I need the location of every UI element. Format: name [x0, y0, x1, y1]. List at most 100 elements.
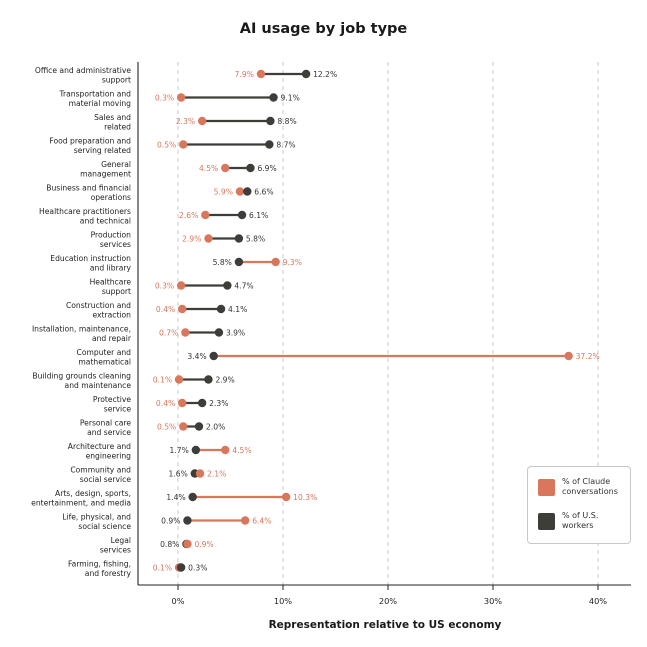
claude-value-label: 2.9%: [182, 234, 201, 243]
claude-value-label: 0.5%: [157, 422, 176, 431]
claude-dot: [174, 375, 184, 384]
claude-dot: [181, 328, 190, 337]
claude-dot: [178, 398, 187, 408]
category-label: Business and financial operations: [46, 184, 131, 203]
legend-label-claude: % of Claude conversations: [562, 477, 618, 496]
claude-dot: [197, 116, 207, 126]
worker-value-label: 3.9%: [226, 328, 245, 337]
claude-value-label: 9.3%: [283, 258, 302, 267]
claude-dot: [179, 140, 188, 149]
worker-dot: [176, 563, 186, 572]
worker-dot: [237, 210, 247, 220]
worker-value-label: 6.6%: [254, 187, 273, 196]
claude-dot: [176, 281, 186, 290]
worker-dot: [243, 187, 252, 196]
worker-value-label: 4.7%: [234, 281, 253, 290]
legend-item-claude: % of Claude conversations: [538, 477, 622, 497]
worker-dot: [223, 281, 232, 290]
worker-value-label: 5.8%: [246, 234, 265, 243]
worker-dot: [265, 140, 274, 149]
claude-value-label: 10.3%: [293, 493, 317, 502]
x-tick-label: 20%: [379, 596, 397, 606]
worker-value-label: 3.4%: [187, 352, 206, 361]
worker-value-label: 5.8%: [213, 258, 232, 267]
category-label: Farming, fishing, and forestry: [68, 560, 131, 579]
worker-dot: [234, 257, 244, 267]
claude-dot: [176, 93, 186, 102]
claude-value-label: 2.3%: [176, 117, 195, 126]
claude-value-label: 0.7%: [159, 328, 178, 337]
claude-value-label: 0.4%: [156, 399, 175, 408]
category-label: Education instruction and library: [50, 254, 131, 273]
category-label: Protective service: [93, 395, 131, 414]
worker-dot: [266, 116, 275, 126]
worker-value-label: 12.2%: [313, 70, 337, 79]
x-tick-label: 10%: [274, 596, 292, 606]
category-label: Life, physical, and social science: [62, 513, 131, 532]
worker-value-label: 8.8%: [277, 117, 296, 126]
worker-value-label: 1.4%: [166, 493, 185, 502]
claude-value-label: 6.4%: [252, 516, 271, 525]
worker-dot: [246, 163, 255, 173]
category-label: Construction and extraction: [66, 301, 131, 320]
worker-value-label: 6.9%: [257, 164, 276, 173]
legend-item-workers: % of U.S. workers: [538, 511, 622, 531]
claude-dot: [256, 69, 266, 79]
worker-dot: [209, 351, 218, 361]
x-tick-label: 0%: [172, 596, 185, 606]
worker-value-label: 2.0%: [206, 422, 225, 431]
x-tick-label: 40%: [589, 596, 607, 606]
claude-value-label: 37.2%: [576, 352, 600, 361]
legend: % of Claude conversations % of U.S. work…: [527, 466, 631, 544]
claude-value-label: 4.5%: [232, 446, 251, 455]
claude-value-label: 2.1%: [207, 469, 226, 478]
worker-value-label: 1.7%: [170, 446, 189, 455]
category-label: Community and social service: [70, 466, 131, 485]
worker-dot: [197, 398, 207, 408]
worker-value-label: 9.1%: [281, 93, 300, 102]
worker-value-label: 0.3%: [188, 563, 207, 572]
claude-value-label: 0.1%: [153, 563, 172, 572]
worker-dot: [216, 304, 226, 314]
worker-dot: [234, 234, 244, 243]
legend-swatch-claude: [538, 478, 555, 496]
worker-dot: [194, 422, 204, 431]
category-label: Building grounds cleaning and maintenance: [32, 372, 131, 391]
claude-dot: [235, 187, 245, 196]
worker-dot: [183, 516, 192, 525]
claude-value-label: 0.4%: [156, 305, 175, 314]
claude-dot: [195, 469, 205, 478]
claude-dot: [221, 445, 230, 455]
worker-dot: [204, 375, 213, 384]
category-label: Computer and mathematical: [77, 348, 132, 367]
category-label: Office and administrative support: [35, 66, 131, 85]
claude-value-label: 4.5%: [199, 164, 218, 173]
category-label: General management: [80, 160, 131, 179]
worker-value-label: 2.9%: [215, 375, 234, 384]
category-label: Personal care and service: [80, 419, 131, 438]
category-label: Healthcare practitioners and technical: [39, 207, 131, 226]
worker-dot: [301, 69, 311, 79]
worker-value-label: 4.1%: [228, 305, 247, 314]
claude-dot: [178, 304, 187, 314]
claude-dot: [564, 351, 573, 361]
legend-swatch-workers: [538, 512, 555, 530]
claude-dot: [183, 539, 192, 549]
claude-value-label: 0.5%: [157, 140, 176, 149]
worker-dot: [191, 445, 201, 455]
category-label: Architecture and engineering: [68, 442, 131, 461]
category-label: Food preparation and serving related: [49, 137, 131, 156]
claude-value-label: 7.9%: [235, 70, 254, 79]
chart-title: AI usage by job type: [239, 21, 408, 37]
claude-value-label: 0.1%: [153, 375, 172, 384]
x-axis-label: Representation relative to US economy: [268, 619, 502, 631]
category-label: Production services: [91, 231, 132, 250]
category-label: Sales and related: [94, 113, 131, 132]
category-label: Healthcare support: [90, 278, 132, 297]
claude-value-label: 0.3%: [155, 93, 174, 102]
claude-dot: [204, 234, 213, 243]
legend-label-workers: % of U.S. workers: [562, 511, 599, 530]
claude-dot: [201, 210, 210, 220]
worker-dot: [269, 93, 278, 102]
